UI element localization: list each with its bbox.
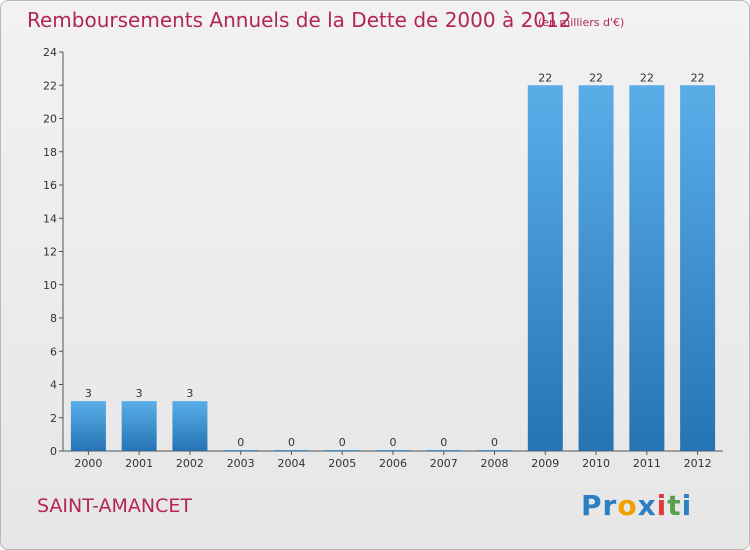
value-label-2003: 0 <box>237 436 244 449</box>
y-tick-label: 0 <box>50 445 57 458</box>
proxiti-logo: Proxiti <box>581 489 692 522</box>
y-tick-label: 22 <box>43 79 57 92</box>
bar-2002 <box>172 401 208 451</box>
value-label-2005: 0 <box>339 436 346 449</box>
y-tick-label: 4 <box>50 379 57 392</box>
y-tick-label: 6 <box>50 345 57 358</box>
logo-letter: i <box>681 489 693 522</box>
logo-letter: t <box>667 489 682 522</box>
y-tick-label: 10 <box>43 279 57 292</box>
value-label-2007: 0 <box>440 436 447 449</box>
x-tick-label-2004: 2004 <box>277 457 305 470</box>
x-tick-label-2011: 2011 <box>633 457 661 470</box>
bar-2009 <box>527 85 563 451</box>
bar-2006 <box>375 450 411 451</box>
x-tick-label-2005: 2005 <box>328 457 356 470</box>
x-tick-label-2003: 2003 <box>227 457 255 470</box>
value-label-2012: 22 <box>691 71 705 84</box>
value-label-2011: 22 <box>640 71 654 84</box>
bars <box>70 85 716 451</box>
logo-letter: P <box>581 489 603 522</box>
y-tick-label: 8 <box>50 312 57 325</box>
value-label-2006: 0 <box>390 436 397 449</box>
x-tick-label-2006: 2006 <box>379 457 407 470</box>
logo-letter: o <box>617 489 638 522</box>
bar-2000 <box>70 401 106 451</box>
y-tick-label: 20 <box>43 113 57 126</box>
value-label-2010: 22 <box>589 71 603 84</box>
data-labels: 3 3 3 0 0 0 0 0 0 22 22 22 22 <box>85 71 705 449</box>
y-tick-label: 16 <box>43 179 57 192</box>
x-tick-label-2010: 2010 <box>582 457 610 470</box>
commune-name: SAINT-AMANCET <box>37 495 193 517</box>
value-label-2000: 3 <box>85 387 92 400</box>
value-label-2001: 3 <box>136 387 143 400</box>
value-label-2002: 3 <box>186 387 193 400</box>
x-tick-label-2007: 2007 <box>430 457 458 470</box>
value-label-2009: 22 <box>538 71 552 84</box>
logo-letter: x <box>637 489 657 522</box>
y-tick-label: 18 <box>43 146 57 159</box>
logo-letter: i <box>656 489 668 522</box>
x-tick-label-2002: 2002 <box>176 457 204 470</box>
bar-2004 <box>273 450 309 451</box>
y-tick-label: 12 <box>43 246 57 259</box>
x-tick-label-2009: 2009 <box>531 457 559 470</box>
bar-2011 <box>629 85 665 451</box>
bar-2010 <box>578 85 614 451</box>
value-label-2008: 0 <box>491 436 498 449</box>
bar-2008 <box>477 450 513 451</box>
chart-title: Remboursements Annuels de la Dette de 20… <box>27 8 572 32</box>
y-tick-label: 24 <box>43 46 57 59</box>
bar-2005 <box>324 450 360 451</box>
x-tick-label-2008: 2008 <box>481 457 509 470</box>
logo-letter: r <box>602 489 618 522</box>
y-tick-label: 14 <box>43 212 57 225</box>
value-label-2004: 0 <box>288 436 295 449</box>
x-tick-label-2012: 2012 <box>684 457 712 470</box>
y-tick-label: 2 <box>50 412 57 425</box>
bar-2007 <box>426 450 462 451</box>
x-tick-label-2000: 2000 <box>74 457 102 470</box>
bar-2001 <box>121 401 157 451</box>
x-tick-label-2001: 2001 <box>125 457 153 470</box>
chart-subtitle: (en milliers d'€) <box>538 16 625 29</box>
bar-2012 <box>680 85 716 451</box>
bar-2003 <box>223 450 259 451</box>
